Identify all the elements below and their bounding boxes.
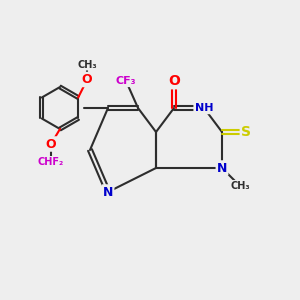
Text: NH: NH xyxy=(195,103,213,113)
Text: CH₃: CH₃ xyxy=(77,59,97,70)
Text: O: O xyxy=(168,74,180,88)
Text: S: S xyxy=(241,125,251,139)
Text: NH: NH xyxy=(195,103,213,113)
Text: CF₃: CF₃ xyxy=(116,76,136,86)
Text: N: N xyxy=(217,161,227,175)
Text: O: O xyxy=(46,137,56,151)
Text: O: O xyxy=(82,73,92,86)
Text: N: N xyxy=(103,185,113,199)
Text: CH₃: CH₃ xyxy=(230,181,250,191)
Text: CHF₂: CHF₂ xyxy=(38,157,64,167)
